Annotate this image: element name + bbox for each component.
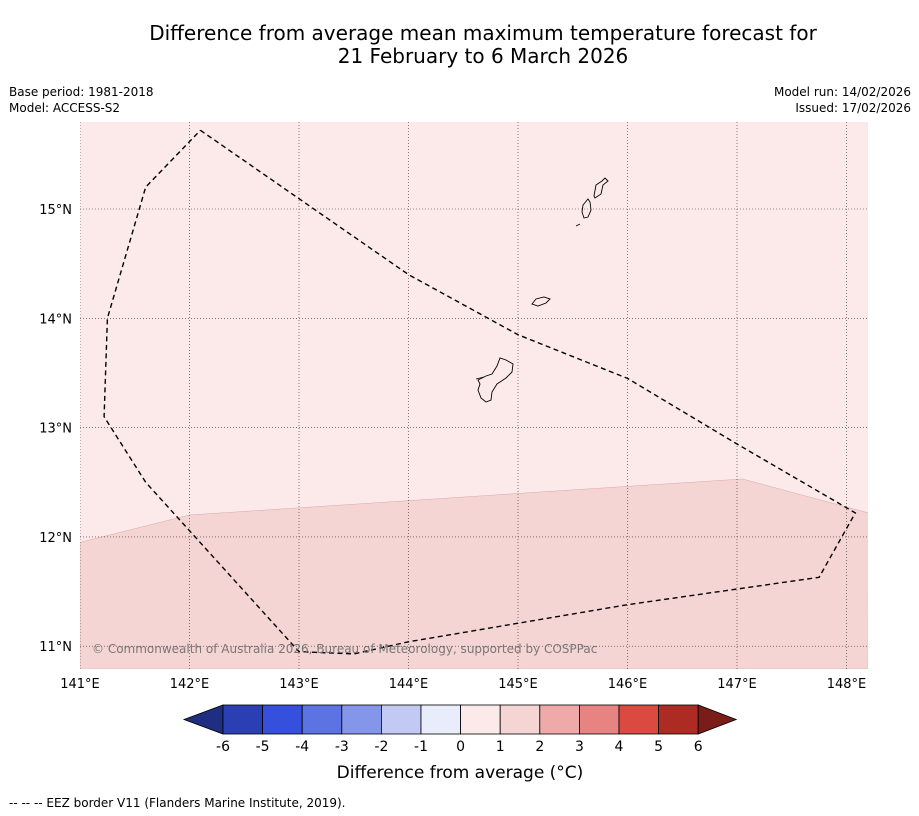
lon-tick-label: 141°E — [60, 677, 100, 692]
forecast-map: © Commonwealth of Australia 2026, Bureau… — [39, 122, 868, 755]
eez-border — [103, 129, 857, 655]
lon-tick-label: 146°E — [608, 677, 648, 692]
colorbar-tick-label: -1 — [414, 739, 428, 755]
colorbar-tick-label: -2 — [374, 739, 388, 755]
island-aguijan — [575, 223, 581, 227]
colorbar: -6 -5 -4 -3 -2 -1 0 1 2 3 4 5 6 — [182, 704, 738, 755]
gridlines — [80, 122, 868, 669]
colorbar-tick-label: 0 — [456, 739, 465, 755]
lon-tick-label: 148°E — [827, 677, 867, 692]
island-rota — [531, 296, 551, 307]
colorbar-segment — [579, 704, 620, 735]
lon-tick-label: 145°E — [498, 677, 538, 692]
title-line-1: Difference from average mean maximum tem… — [149, 21, 817, 45]
island-guam — [477, 357, 514, 403]
colorbar-segment — [420, 704, 461, 735]
anomaly-band-1-to-2 — [80, 478, 868, 669]
chart-title: Difference from average mean maximum tem… — [0, 22, 919, 68]
colorbar-tick-label: 1 — [496, 739, 505, 755]
colorbar-segment — [539, 704, 580, 735]
lat-tick-label: 12°N — [39, 531, 72, 546]
lat-tick-label: 11°N — [39, 640, 72, 655]
colorbar-segment — [341, 704, 382, 735]
colorbar-over-arrow — [697, 704, 738, 735]
colorbar-title: Difference from average (°C) — [336, 763, 584, 783]
island-saipan — [593, 177, 609, 199]
colorbar-under-arrow — [182, 704, 224, 735]
model-text: Model: ACCESS-S2 — [9, 101, 121, 115]
colorbar-segment — [301, 704, 343, 735]
colorbar-segment — [618, 704, 659, 735]
lon-tick-label: 143°E — [279, 677, 319, 692]
colorbar-segment — [380, 704, 422, 735]
colorbar-tick-label: 2 — [535, 739, 544, 755]
meta-right: Model run: 14/02/2026 Issued: 17/02/2026 — [774, 84, 911, 116]
issued-text: Issued: 17/02/2026 — [795, 101, 911, 115]
colorbar-segment — [222, 704, 263, 735]
islands — [475, 177, 609, 403]
lon-tick-labels: 141°E 142°E 143°E 144°E 145°E 146°E 147°E 148°E — [60, 677, 866, 692]
lon-tick-label: 147°E — [717, 677, 757, 692]
island-guam-point — [475, 376, 485, 380]
colorbar-segment — [658, 704, 699, 735]
colorbar-tick-label: -5 — [256, 739, 270, 755]
lat-tick-labels: 15°N 14°N 13°N 12°N 11°N — [39, 203, 72, 655]
lat-tick-label: 13°N — [39, 422, 72, 437]
colorbar-segment — [262, 704, 303, 735]
copyright-text: © Commonwealth of Australia 2026, Bureau… — [92, 642, 597, 656]
lat-tick-label: 14°N — [39, 312, 72, 327]
colorbar-tick-label: -6 — [216, 739, 230, 755]
lat-tick-label: 15°N — [39, 203, 72, 218]
lon-tick-label: 144°E — [389, 677, 429, 692]
colorbar-tick-label: -3 — [335, 739, 349, 755]
footnote: -- -- -- EEZ border V11 (Flanders Marine… — [9, 796, 346, 810]
colorbar-tick-label: 6 — [694, 739, 703, 755]
model-run-text: Model run: 14/02/2026 — [773, 85, 911, 99]
colorbar-segment — [499, 704, 541, 735]
colorbar-tick-label: 4 — [615, 739, 624, 755]
colorbar-tick-label: 3 — [575, 739, 584, 755]
colorbar-tick-label: 5 — [654, 739, 663, 755]
title-line-2: 21 February to 6 March 2026 — [337, 44, 629, 68]
colorbar-segment — [460, 704, 501, 735]
meta-left: Base period: 1981-2018 Model: ACCESS-S2 — [9, 84, 154, 116]
colorbar-tick-label: -4 — [295, 739, 309, 755]
island-tinian — [581, 198, 592, 219]
lon-tick-label: 142°E — [170, 677, 210, 692]
base-period-text: Base period: 1981-2018 — [9, 85, 154, 99]
